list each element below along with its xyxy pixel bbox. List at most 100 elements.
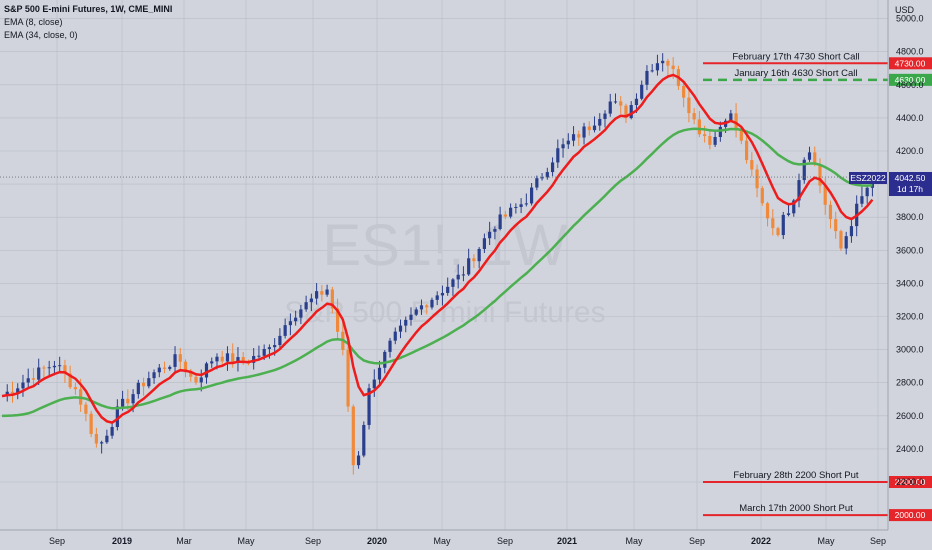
candle-body (708, 136, 712, 145)
candle-body (524, 203, 528, 205)
candle-body (278, 335, 282, 346)
price-level-tag-text: 4730.00 (895, 58, 926, 68)
candle-body (802, 159, 806, 181)
candle-body (493, 228, 497, 232)
candle-body (178, 354, 182, 362)
price-level-tag (889, 73, 932, 86)
price-level-tag (889, 509, 932, 522)
candle-body (519, 204, 523, 207)
chart-title: S&P 500 E-mini Futures, 1W, CME_MINI (4, 4, 173, 14)
candle-body (430, 299, 434, 308)
candle-body (425, 305, 429, 308)
candle-body (860, 196, 864, 204)
time-tick-label: Sep (49, 536, 65, 546)
candle-body (760, 188, 764, 204)
price-level-tag (889, 476, 932, 488)
time-tick-label: 2019 (112, 536, 132, 546)
candle-body (792, 200, 796, 214)
candle-body (157, 367, 161, 373)
candle-body (813, 152, 817, 165)
price-level-tag (889, 57, 932, 70)
candle-body (451, 279, 455, 287)
price-tick-label: 5000.0 (896, 14, 924, 24)
candle-body (398, 325, 403, 332)
ema-slow-legend[interactable]: EMA (34, close, 0) (4, 30, 78, 40)
price-tick-label: 3400.0 (896, 278, 924, 288)
candle-body (356, 455, 361, 466)
candle-body (608, 101, 612, 114)
candle-body (89, 413, 93, 434)
candle-body (629, 105, 633, 119)
ema-fast-line (1, 73, 874, 424)
candle-body (666, 60, 670, 66)
candle-body (73, 387, 78, 390)
candle-body (252, 356, 256, 363)
candle-body (152, 372, 156, 379)
candle-body (797, 180, 801, 201)
candle-body (404, 319, 408, 326)
price-tick-label: 4200.0 (896, 146, 924, 156)
candle-body (488, 231, 492, 239)
price-tick-label: 2600.0 (896, 411, 924, 421)
price-tick-label: 3600.0 (896, 245, 924, 255)
ema-fast-legend[interactable]: EMA (8, close) (4, 17, 63, 27)
last-price-value: 4042.50 (895, 173, 926, 183)
candle-body (482, 238, 487, 249)
candle-body (739, 130, 743, 141)
bar-countdown: 1d 17h (897, 184, 923, 194)
candle-body (729, 113, 733, 121)
candle-body (210, 361, 214, 364)
candle-body (419, 305, 424, 310)
price-tick-label: 4400.0 (896, 113, 924, 123)
candle-body (273, 345, 277, 348)
candle-body (566, 140, 570, 145)
price-level-label: January 16th 4630 Short Call (734, 68, 857, 79)
candle-body (692, 113, 696, 120)
candle-body (335, 308, 340, 332)
candle-body (786, 213, 791, 215)
candle-body (503, 214, 507, 217)
price-level-tag-text: 2000.00 (895, 510, 926, 520)
candle-body (540, 177, 544, 179)
candle-body (68, 373, 72, 388)
candle-body (147, 378, 151, 387)
candle-body (47, 367, 51, 369)
candle-body (309, 298, 313, 303)
candle-body (294, 317, 298, 322)
candle-body (168, 366, 172, 369)
time-tick-label: 2020 (367, 536, 387, 546)
candle-body (225, 353, 230, 362)
candle-body (288, 321, 292, 326)
chart-header: S&P 500 E-mini Futures, 1W, CME_MINI EMA… (4, 3, 172, 42)
price-axis[interactable]: 2200.0 2400.0 2600.0 2800.0 3000.0 3200.0 3400… (896, 14, 924, 487)
candle-body (194, 376, 198, 383)
price-level-tag-text: 4630.00 (895, 75, 926, 85)
candle-body (320, 291, 324, 295)
candle-body (220, 356, 224, 362)
candle-body (461, 274, 466, 276)
candle-body (325, 289, 329, 295)
candle-body (52, 365, 57, 368)
price-symbol-tag (849, 172, 887, 184)
candle-body (414, 309, 418, 315)
candle-body (183, 361, 188, 373)
candle-body (241, 357, 245, 363)
candle-body (545, 172, 549, 178)
candle-body (42, 367, 46, 369)
candle-body (100, 442, 104, 444)
candle-body (330, 289, 334, 309)
candle-body (377, 367, 382, 380)
ema-slow-line (1, 127, 873, 418)
candle-body (283, 325, 287, 336)
price-tick-label: 2200.0 (896, 477, 924, 487)
price-level-label: February 17th 4730 Short Call (732, 51, 859, 62)
time-tick-label: May (237, 536, 255, 546)
last-price-tag (889, 172, 932, 196)
candle-body (31, 378, 36, 380)
candle-body (304, 302, 308, 310)
price-tick-label: 4600.0 (896, 80, 924, 90)
time-axis[interactable]: Sep 2019 Mar May Sep 2020 May Sep 2021 May Sep 2022… (49, 536, 932, 546)
time-tick-label: May (817, 536, 835, 546)
